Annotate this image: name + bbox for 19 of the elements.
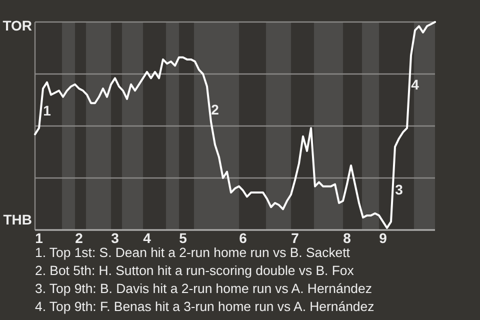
text: THB [3,212,32,228]
annotation: 4 [411,76,420,93]
x-tick-label: 8 [343,230,352,246]
x-tick-label: 7 [291,230,300,246]
x-tick-label: 6 [239,230,248,246]
text: TOR [2,18,32,34]
x-tick-label: 2 [75,230,84,246]
annotation: 3 [395,182,404,198]
text: 4. Top 9th: F. Benas hit a 3-run home run vs A. Hernández [35,299,374,314]
annotation: 2 [211,102,220,118]
x-tick-label: 4 [143,230,152,246]
x-tick-label: 3 [111,230,120,246]
text: 3. Top 9th: B. Davis hit a 2-run home run vs A. Hernández [35,281,372,296]
text: 1. Top 1st: S. Dean hit a 2-run home run vs B. Sackett [35,245,350,260]
x-tick-label: 1 [35,230,44,246]
text: 2. Bot 5th: H. Sutton hit a run-scoring double vs B. Fox [35,263,354,278]
x-tick-label: 5 [179,230,188,246]
annotation: 1 [43,102,52,119]
x-tick-label: 9 [379,230,388,246]
